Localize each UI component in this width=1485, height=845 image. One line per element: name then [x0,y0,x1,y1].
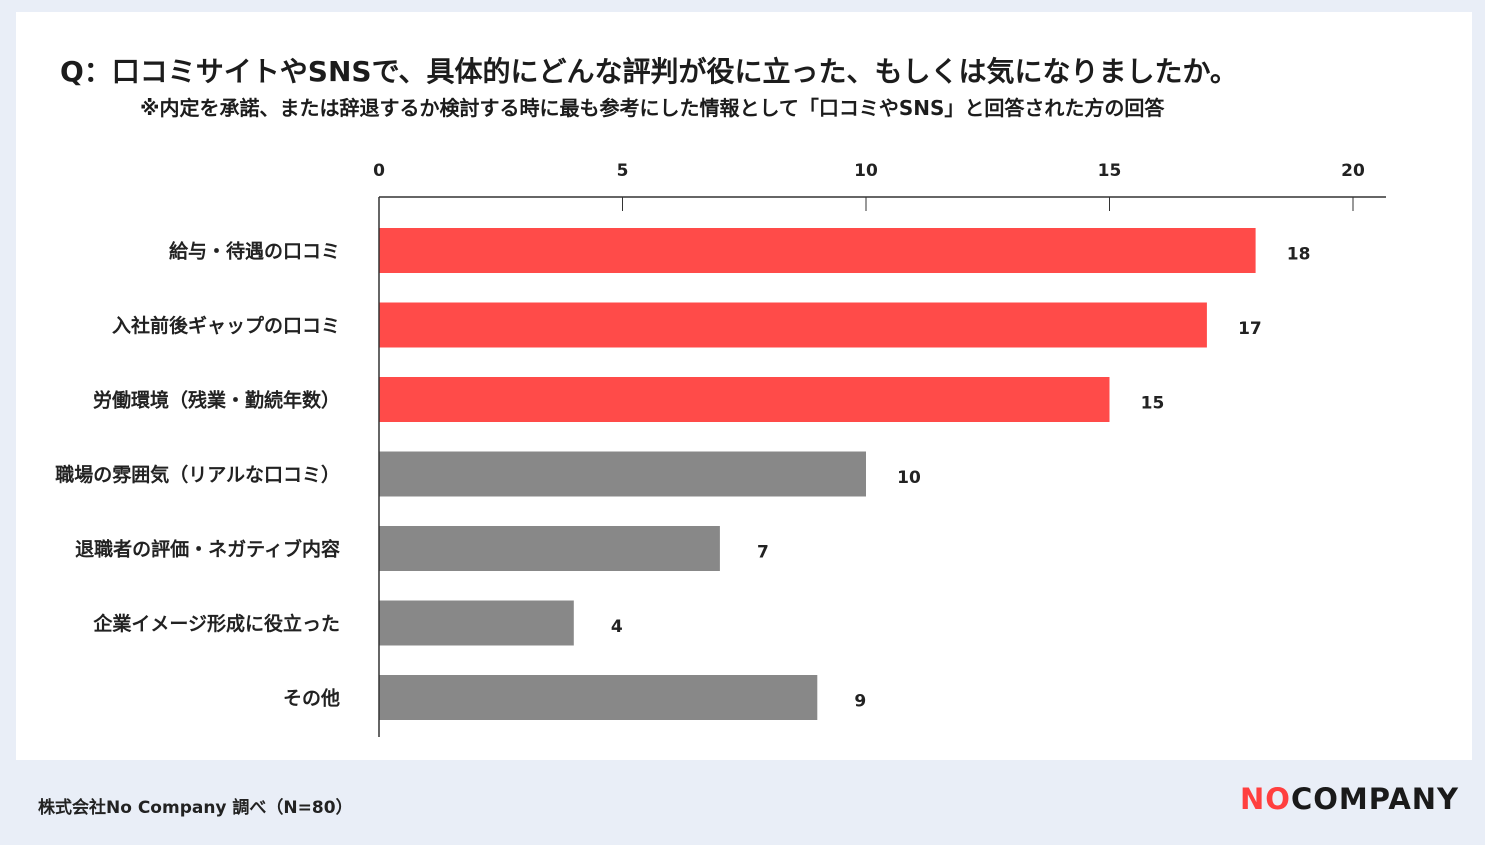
bar [379,526,720,571]
x-tick-label: 15 [1098,161,1122,181]
bar [379,451,866,497]
x-tick-label: 20 [1341,161,1365,181]
chart-title: Q：口コミサイトやSNSで、具体的にどんな評判が役に立った、もしくは気になりまし… [60,55,1238,88]
category-label: 給与・待遇の口コミ [169,240,340,263]
logo-company: COMPANY [1290,782,1460,816]
axes [378,196,1386,737]
bars: 給与・待遇の口コミ 18 入社前後ギャップの口コミ 17 労働環境（残業・勤続年数） 15… [55,228,1310,720]
category-label: その他 [283,687,340,710]
value-label: 15 [1141,394,1165,414]
bar [379,302,1207,348]
logo-no: NO [1240,782,1291,816]
x-tick-label: 5 [617,161,629,181]
bar [379,600,574,646]
x-tick-label: 10 [854,161,878,181]
category-label: 企業イメージ形成に役立った [92,612,340,635]
category-label: 労働環境（残業・勤続年数） [93,389,340,412]
company-logo: NOCOMPANY [1240,782,1459,816]
category-label: 退職者の評価・ネガティブ内容 [75,538,340,561]
value-label: 17 [1238,319,1262,339]
x-axis-ticks: 0 5 10 15 20 [373,161,1365,211]
bar [379,377,1110,422]
bar [379,675,818,720]
value-label: 4 [611,617,623,637]
chart-subtitle: ※内定を承諾、または辞退するか検討する時に最も参考にした情報として「口コミやSN… [140,96,1165,120]
value-label: 10 [897,468,921,488]
value-label: 9 [854,692,866,712]
category-label: 入社前後ギャップの口コミ [112,314,340,337]
bar [379,228,1256,273]
source-note: 株式会社No Company 調べ（N=80） [38,798,353,818]
value-label: 7 [757,543,769,563]
x-tick-label: 0 [373,161,385,181]
category-label: 職場の雰囲気（リアルな口コミ） [55,463,340,486]
value-label: 18 [1287,245,1311,265]
